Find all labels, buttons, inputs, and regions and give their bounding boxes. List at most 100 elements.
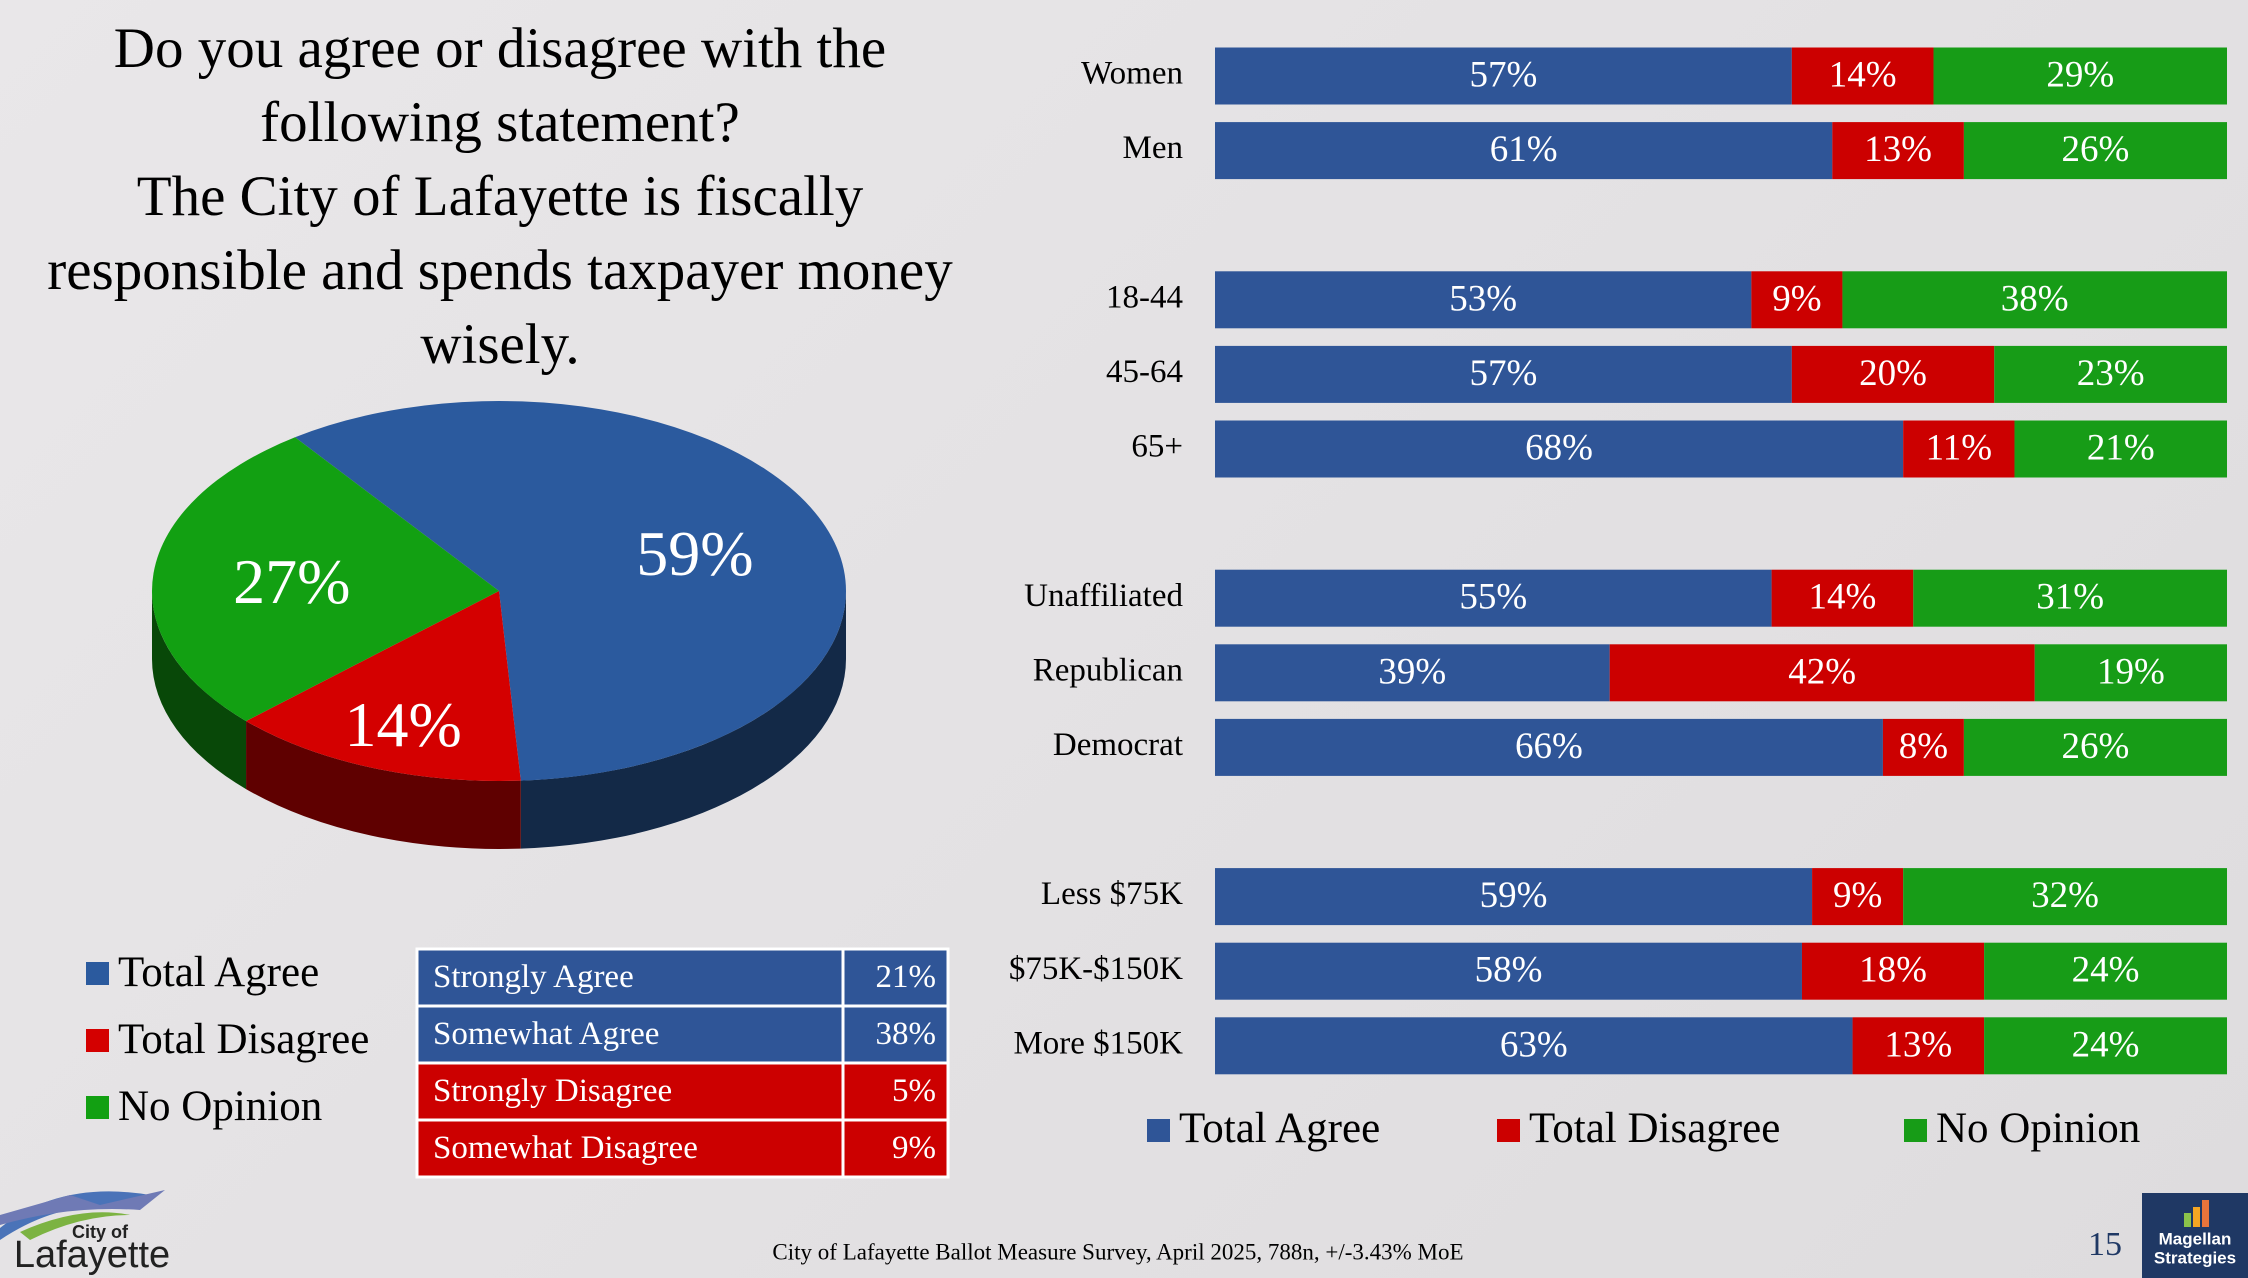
- category-label: Men: [1123, 130, 1184, 166]
- bar-segment: [1882, 718, 1964, 776]
- bar-segment: [1215, 122, 1833, 180]
- brand-bar: [2193, 1207, 2200, 1227]
- bar-label: 31%: [2036, 577, 2104, 618]
- brand-logo: Magellan Strategies: [2142, 1193, 2248, 1278]
- bar-label: 66%: [1515, 726, 1583, 767]
- table-value: 9%: [892, 1130, 936, 1166]
- bar-label: 38%: [2001, 278, 2069, 319]
- legend-label: No Opinion: [118, 1083, 322, 1130]
- brand-bar: [2184, 1213, 2191, 1227]
- bar-label: 18%: [1859, 950, 1927, 991]
- legend-label: Total Disagree: [1529, 1105, 1780, 1152]
- table-cell: [841, 1004, 950, 1065]
- bar-segment: [1984, 942, 2227, 1000]
- bar-label: 14%: [1809, 577, 1877, 618]
- bar-label: 26%: [2062, 129, 2130, 170]
- bar-label: 14%: [1829, 54, 1897, 95]
- bar-segment: [1933, 47, 2227, 105]
- bar-segment: [1215, 644, 1610, 702]
- bar-segment: [1994, 345, 2227, 403]
- bar-label: 42%: [1788, 651, 1856, 692]
- bar-label: 68%: [1525, 427, 1593, 468]
- table-cell: [415, 1061, 845, 1122]
- bar-segment: [1801, 942, 1985, 1000]
- table-label: Strongly Agree: [433, 959, 634, 995]
- bar-segment: [1609, 644, 2035, 702]
- footer: City of Lafayette Ballot Measure Survey,…: [772, 1239, 1463, 1264]
- category-label: More $150K: [1013, 1025, 1183, 1061]
- pie-label: 59%: [636, 518, 753, 589]
- bar-label: 59%: [1480, 875, 1548, 916]
- bar-segment: [1791, 345, 1995, 403]
- bar-segment: [2034, 644, 2227, 702]
- legend-label: No Opinion: [1936, 1105, 2140, 1152]
- brand-bar: [2202, 1200, 2209, 1227]
- legend-label: Total Disagree: [118, 1016, 369, 1063]
- bar-segment: [1791, 47, 1934, 105]
- table-cell: [841, 1118, 950, 1179]
- bar-label: 29%: [2046, 54, 2114, 95]
- pie-slice: [246, 591, 521, 781]
- bar-label: 39%: [1378, 651, 1446, 692]
- legend-swatch: [86, 1096, 109, 1119]
- bar-segment: [1215, 1017, 1853, 1075]
- bar-segment: [1852, 1017, 1985, 1075]
- table-label: Somewhat Agree: [433, 1016, 659, 1052]
- bar-label: 11%: [1926, 427, 1992, 468]
- bar-segment: [1215, 569, 1772, 627]
- bar-label: 53%: [1449, 278, 1517, 319]
- pie-slice-side: [246, 721, 521, 849]
- pie-slice: [151, 437, 499, 722]
- category-label: Democrat: [1053, 727, 1183, 763]
- pie-slice-side: [520, 591, 846, 849]
- bar-label: 23%: [2077, 353, 2145, 394]
- bar-segment: [1832, 122, 1964, 180]
- category-label: Less $75K: [1041, 876, 1183, 912]
- bar-label: 57%: [1470, 353, 1538, 394]
- bar-label: 32%: [2031, 875, 2099, 916]
- bar-label: 13%: [1864, 129, 1932, 170]
- category-label: Women: [1081, 56, 1183, 92]
- bar-segment: [1963, 122, 2227, 180]
- page-number: 15: [2088, 1226, 2122, 1263]
- table-value: 38%: [876, 1016, 937, 1052]
- table-cell: [415, 1004, 845, 1065]
- bar-label: 57%: [1470, 54, 1538, 95]
- bar-label: 20%: [1859, 353, 1927, 394]
- table-value: 21%: [876, 959, 937, 995]
- table-cell: [415, 1118, 845, 1179]
- pie-label: 27%: [233, 546, 350, 617]
- category-label: 18-44: [1106, 279, 1183, 315]
- bar-segment: [1963, 718, 2227, 776]
- category-label: Republican: [1033, 652, 1183, 688]
- bar-label: 8%: [1899, 726, 1948, 767]
- bar-label: 63%: [1500, 1024, 1568, 1065]
- bar-segment: [1842, 271, 2227, 329]
- pie-slice: [295, 400, 846, 781]
- bar-label: 24%: [2072, 1024, 2140, 1065]
- logo-mountain: [0, 1190, 165, 1225]
- bar-label: 26%: [2062, 726, 2130, 767]
- bar-label: 9%: [1772, 278, 1821, 319]
- table-label: Somewhat Disagree: [433, 1130, 698, 1166]
- bar-segment: [1215, 868, 1813, 926]
- bar-segment: [1751, 271, 1843, 329]
- legend-swatch: [1147, 1119, 1170, 1142]
- brand-line2: Strategies: [2154, 1248, 2236, 1267]
- title-question: Do you agree or disagree with the follow…: [113, 17, 887, 154]
- bar-label: 61%: [1490, 129, 1558, 170]
- bar-segment: [2014, 420, 2227, 478]
- bar-segment: [1215, 47, 1792, 105]
- table-cell: [841, 947, 950, 1008]
- legend-swatch: [86, 962, 109, 985]
- bar-segment: [1913, 569, 2227, 627]
- bar-segment: [1771, 569, 1914, 627]
- logo-leaf: [20, 1212, 130, 1240]
- legend-label: Total Agree: [118, 949, 319, 996]
- city-logo: City of Lafayette: [0, 1190, 170, 1276]
- bar-label: 21%: [2087, 427, 2155, 468]
- category-label: 65+: [1131, 429, 1183, 465]
- legend-swatch: [1904, 1119, 1927, 1142]
